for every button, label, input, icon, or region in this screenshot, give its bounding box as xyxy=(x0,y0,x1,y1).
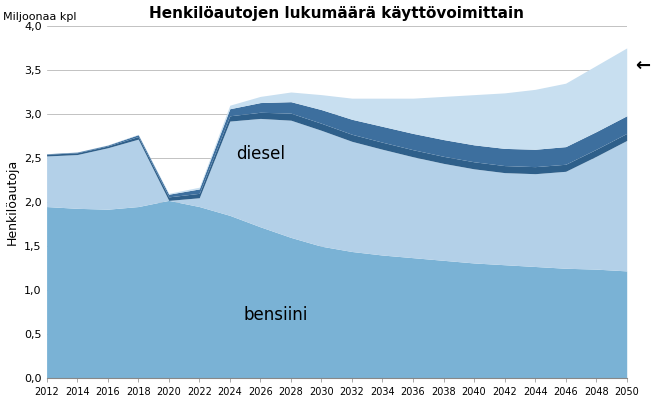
Text: bensiini: bensiini xyxy=(244,306,308,324)
Text: Miljoonaa kpl: Miljoonaa kpl xyxy=(3,12,77,22)
Text: ←: ← xyxy=(635,56,650,75)
Y-axis label: Henkilöautoja: Henkilöautoja xyxy=(5,159,18,245)
Text: diesel: diesel xyxy=(236,145,285,163)
Title: Henkilöautojen lukumäärä käyttövoimittain: Henkilöautojen lukumäärä käyttövoimittai… xyxy=(149,6,524,21)
